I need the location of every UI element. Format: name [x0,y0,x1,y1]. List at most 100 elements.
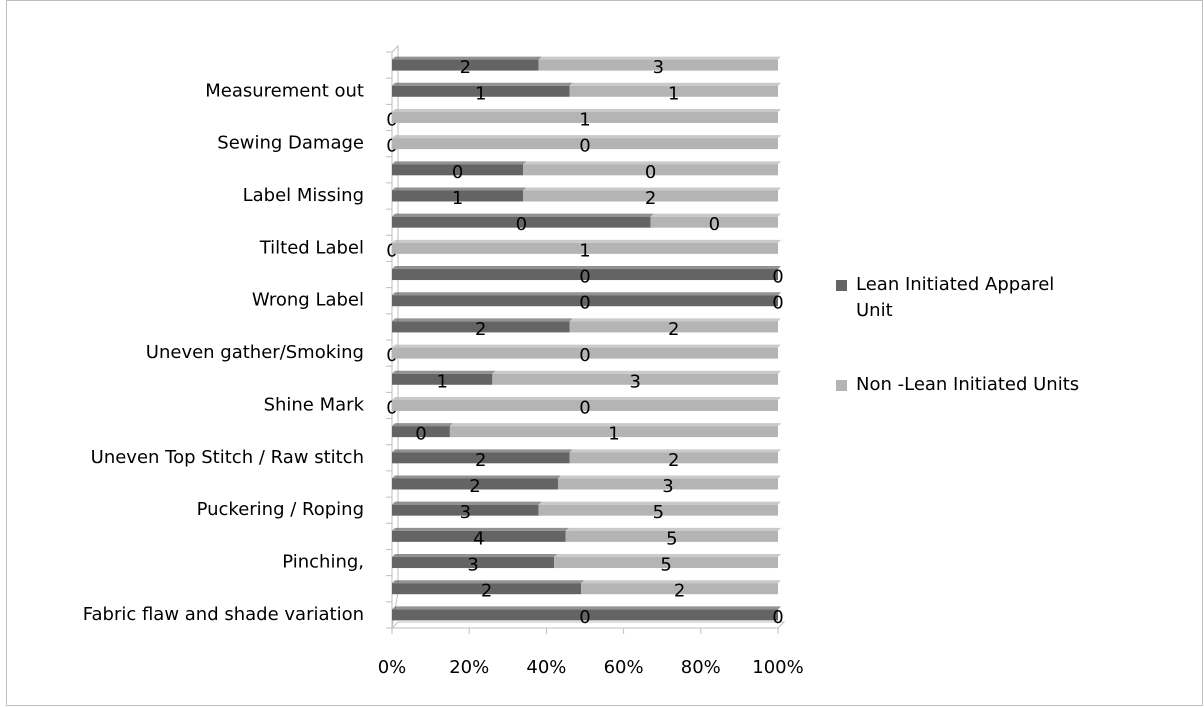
y-tick-label: Fabric flaw and shade variation [83,604,364,625]
bar-top [392,423,453,427]
data-label: 0 [415,424,426,445]
bar-top [392,580,585,584]
bar-segment [392,504,539,516]
data-label: 0 [645,162,656,183]
data-label: 2 [645,188,656,209]
bar-segment [581,583,778,595]
data-label: 5 [653,502,664,523]
data-label: 0 [452,162,463,183]
bar-segment [392,85,570,97]
bar-segment [492,373,778,385]
bar-segment [650,216,778,228]
bar-top [392,396,781,400]
bar-segment [565,530,778,542]
data-label: 5 [666,528,677,549]
data-label: 2 [668,450,679,471]
bar-top [569,318,781,322]
y-tick-label: Shine Mark [264,394,365,415]
x-tick-label: 20% [449,657,489,678]
bar-top [392,292,781,296]
bar-segment [554,557,778,569]
bar-top [392,449,573,453]
data-label: 0 [579,607,590,628]
legend-swatch [836,380,847,391]
data-label: 2 [475,319,486,340]
bar-segment [392,399,778,411]
bar-top [392,56,542,60]
y-tick-label: Measurement out [205,80,364,101]
data-label: 3 [662,476,673,497]
bar-segment [392,59,539,71]
bar-top [569,449,781,453]
data-label: 0 [772,267,783,288]
bar-top [569,82,781,86]
data-label: 0 [516,214,527,235]
chart-border [6,0,1203,706]
bar-segment [392,111,778,123]
bar-top [392,82,573,86]
data-label: 3 [460,502,471,523]
bar-segment [392,269,778,281]
data-label: 3 [467,555,478,576]
bar-top [523,161,781,165]
bar-segment [392,426,450,438]
data-label: 2 [460,57,471,78]
bar-top [392,501,542,505]
bar-segment [538,504,778,516]
y-tick-label: Label Missing [243,185,364,206]
bar-segment [523,164,778,176]
bar-segment [392,138,778,150]
data-label: 1 [668,83,679,104]
data-label: 2 [481,581,492,602]
bar-top [449,423,781,427]
data-label: 4 [473,528,484,549]
bar-segment [392,164,524,176]
bar-segment [392,609,778,621]
y-tick-label: Uneven Top Stitch / Raw stitch [91,447,364,468]
bar-segment [392,557,555,569]
x-tick-label: 100% [752,657,803,678]
legend-label: Lean Initiated Apparel Unit [856,274,1055,321]
bar-segment [392,452,570,464]
bar-top [392,213,654,217]
data-label: 2 [674,581,685,602]
bar-top [538,56,781,60]
data-label: 3 [653,57,664,78]
bar-top [392,108,781,112]
data-label: 2 [668,319,679,340]
data-label: 2 [475,450,486,471]
data-label: 0 [579,345,590,366]
y-tick-label: Pinching, [282,552,364,573]
bar-top [392,475,561,479]
bar-segment [392,321,570,333]
y-tick-label: Sewing Damage [217,133,364,154]
bar-segment [392,530,566,542]
bar-segment [392,216,651,228]
bar-segment [523,190,778,202]
x-tick-label: 60% [604,657,644,678]
y-tick-label: Puckering / Roping [197,499,364,520]
data-label: 1 [608,424,619,445]
bar-segment [392,373,493,385]
bar-top [392,344,781,348]
bar-top [392,187,527,191]
data-label: 3 [629,371,640,392]
bar-segment [392,347,778,359]
bar-segment [557,478,778,490]
bar-segment [569,452,778,464]
bar-segment [392,242,778,254]
data-label: 0 [579,267,590,288]
bar-top [392,318,573,322]
bar-segment [392,478,558,490]
bar-top [554,554,781,558]
bar-top [557,475,781,479]
bar-segment [569,85,778,97]
bar-top [392,266,781,270]
legend-swatch [836,280,847,291]
bar-top [392,606,781,610]
bar-segment [392,583,582,595]
x-tick-label: 40% [526,657,566,678]
data-label: 0 [579,293,590,314]
